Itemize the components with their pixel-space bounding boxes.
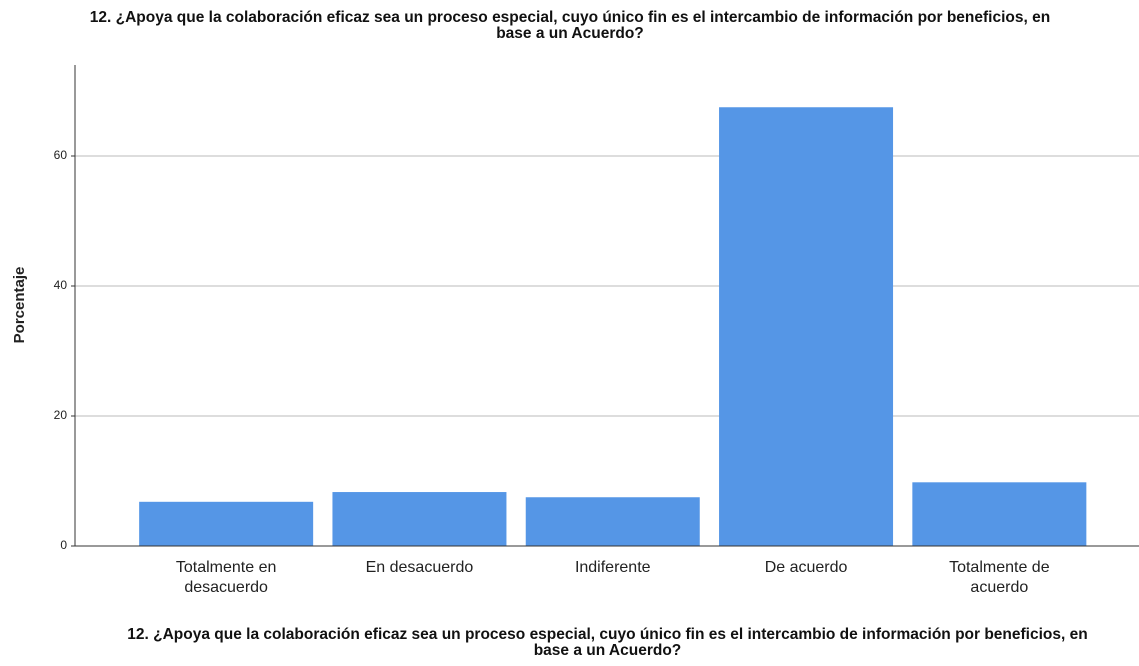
- bar: [525, 497, 700, 546]
- x-tick-label: De acuerdo: [764, 559, 848, 576]
- x-tick-label: Totalmente en desacuerdo: [175, 559, 277, 596]
- bar: [912, 482, 1087, 546]
- chart-title: 12. ¿Apoya que la colaboración eficaz se…: [89, 9, 1051, 42]
- bar: [332, 492, 507, 546]
- y-tick-label: 60: [54, 148, 68, 162]
- y-tick-label: 40: [54, 278, 68, 292]
- y-tick-label: 20: [54, 408, 68, 422]
- bar: [139, 501, 314, 546]
- x-tick-label: Totalmente de acuerdo: [949, 559, 1050, 596]
- x-tick-label: Indiferente: [574, 559, 651, 576]
- y-tick-label: 0: [60, 538, 67, 552]
- x-axis-label: 12. ¿Apoya que la colaboración eficaz se…: [127, 626, 1088, 659]
- x-tick-label: En desacuerdo: [365, 559, 474, 576]
- y-axis-label: Porcentaje: [11, 267, 28, 344]
- bar: [719, 107, 894, 546]
